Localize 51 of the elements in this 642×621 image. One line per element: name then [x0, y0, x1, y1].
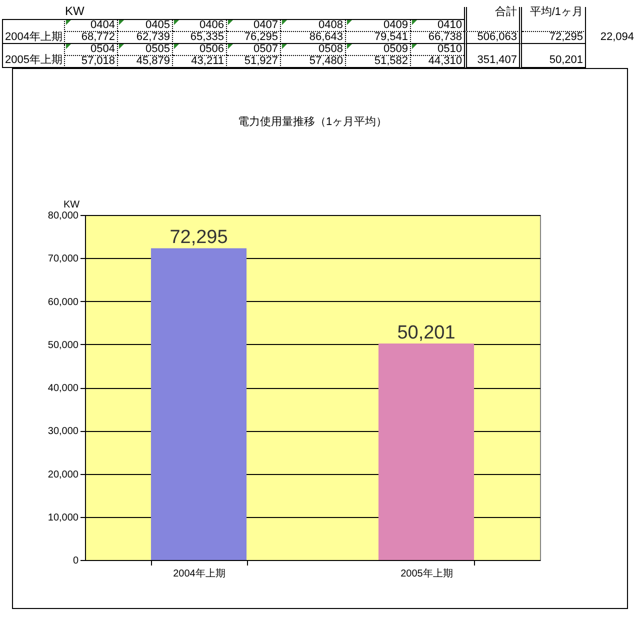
data-label: 43,211: [191, 55, 224, 67]
y-tick-label: 10,000: [48, 512, 79, 524]
y-tick-label: 0: [72, 556, 79, 566]
x-tick-label: 0505: [146, 43, 170, 55]
x-tick-label: 0408: [318, 19, 343, 31]
data-label: 72,295: [170, 227, 228, 248]
x-tick-label: 0409: [384, 19, 408, 31]
y-tick-label: 40,000: [48, 383, 79, 394]
y-tick-label: 80,000: [48, 210, 79, 222]
x-tick-label: 0410: [438, 19, 462, 31]
data-label: 50,201: [549, 54, 583, 66]
header-cell: 0510: [411, 44, 464, 55]
data-label: 50,201: [397, 322, 456, 344]
x-tick-label: 0509: [384, 43, 408, 55]
data-label: 79,541: [374, 31, 408, 43]
data-label: 22,094: [600, 31, 634, 43]
data-label: 45,879: [136, 55, 170, 67]
data-label: 57,018: [81, 55, 115, 67]
x-tick-label: 0404: [90, 19, 115, 31]
data-label: 44,310: [428, 55, 462, 67]
y-axis-title: KW: [63, 200, 80, 210]
y-tick-label: 50,000: [48, 340, 79, 351]
x-tick-label: 0504: [90, 43, 115, 55]
annotation: KW: [65, 4, 84, 18]
x-tick-label: 0407: [254, 19, 278, 31]
data-label: 86,643: [309, 31, 343, 43]
x-tick-label: 合計: [495, 6, 517, 18]
data-label: 506,063: [477, 31, 517, 43]
data-label: 57,480: [309, 55, 343, 67]
y-tick-label: 20,000: [48, 469, 79, 480]
header-cell: 2004年上期: [2, 19, 65, 44]
x-tick-label: 平均/1ヶ月: [530, 6, 583, 18]
x-tick-label: 0507: [254, 43, 278, 55]
data-label: 51,927: [244, 55, 278, 67]
x-tick-label: 0506: [200, 43, 224, 55]
y-tick-label: 70,000: [48, 254, 79, 265]
data-label: 351,407: [477, 54, 517, 66]
data-label: 76,295: [244, 31, 278, 43]
x-tick-label: 0406: [200, 19, 224, 31]
chart-title: 電力使用量推移（1ヶ月平均）: [238, 115, 388, 128]
data-label: 62,739: [136, 31, 170, 43]
y-tick-label: 60,000: [48, 296, 79, 308]
y-tick-label: 30,000: [48, 426, 79, 438]
data-label: 51,582: [374, 55, 408, 67]
x-tick-label: 0405: [146, 19, 170, 31]
data-label: 72,295: [549, 31, 583, 43]
x-tick-label: 0510: [438, 43, 462, 55]
x-tick-label: 0508: [318, 43, 343, 55]
data-label: 66,738: [428, 31, 462, 43]
data-label: 68,772: [81, 31, 115, 43]
data-label: 65,335: [190, 31, 224, 43]
